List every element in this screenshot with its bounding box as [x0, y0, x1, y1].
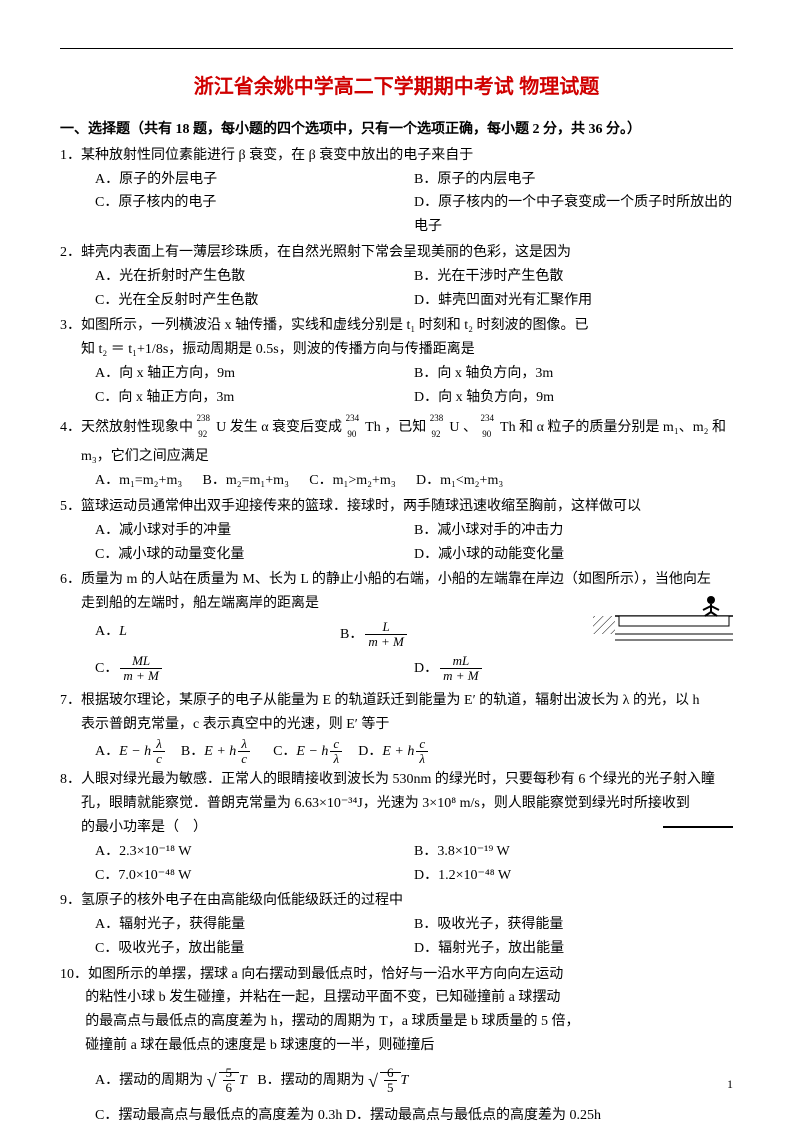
q8-optA: A．2.3×10⁻¹⁸ W: [95, 840, 414, 864]
th234-nuclide: 23490Th: [346, 416, 381, 440]
u238-nuclide-2: 23892U: [430, 416, 460, 440]
q8-optC: C．7.0×10⁻⁴⁸ W: [95, 864, 414, 888]
q6-optB: B．Lm + M: [340, 620, 585, 650]
page-number: 1: [727, 1074, 733, 1094]
question-7: 7．根据玻尔理论，某原子的电子从能量为 E 的轨道跃迁到能量为 E′ 的轨道，辐…: [60, 689, 733, 766]
section-heading: 一、选择题（共有 18 题，每小题的四个选项中，只有一个选项正确，每小题 2 分…: [60, 118, 733, 142]
q3-optD: D．向 x 轴负方向，9m: [414, 386, 733, 410]
q8-stem2: 孔，眼睛就能察觉．普朗克常量为 6.63×10⁻³⁴J，光速为 3×10⁸ m/…: [60, 792, 733, 816]
q10-optA: A．摆动的周期为 √56T: [95, 1073, 250, 1088]
q1-optD: D．原子核内的一个中子衰变成一个质子时所放出的电子: [414, 191, 733, 239]
page-title: 浙江省余姚中学高二下学期期中考试 物理试题: [60, 70, 733, 104]
q10-optD: D．摆动最高点与最低点的高度差为 0.25h: [346, 1108, 601, 1123]
q7-stem1: 7．根据玻尔理论，某原子的电子从能量为 E 的轨道跃迁到能量为 E′ 的轨道，辐…: [60, 689, 733, 713]
q10-stem2: 的粘性小球 b 发生碰撞，并粘在一起，且摆动平面不变，已知碰撞前 a 球摆动: [60, 986, 733, 1010]
top-rule: [60, 48, 733, 49]
q5-optA: A．减小球对手的冲量: [95, 519, 414, 543]
q2-optA: A．光在折射时产生色散: [95, 265, 414, 289]
question-10: 10．如图所示的单摆，摆球 a 向右摆动到最低点时，恰好与一沿水平方向向左运动 …: [60, 963, 733, 1128]
q9-optA: A．辐射光子，获得能量: [95, 913, 414, 937]
q10-stem3: 的最高点与最低点的高度差为 h，摆动的周期为 T，a 球质量是 b 球质量的 5…: [60, 1010, 733, 1034]
q8-stem3: 的最小功率是（ ）: [81, 820, 207, 835]
question-2: 2．蚌壳内表面上有一薄层珍珠质，在自然光照射下常会呈现美丽的色彩，这是因为 A．…: [60, 241, 733, 312]
q6-stem1: 6．质量为 m 的人站在质量为 M、长为 L 的静止小船的右端，小船的左端靠在岸…: [60, 568, 733, 592]
q10-stem1: 10．如图所示的单摆，摆球 a 向右摆动到最低点时，恰好与一沿水平方向向左运动: [60, 963, 733, 987]
q2-optC: C．光在全反射时产生色散: [95, 289, 414, 313]
q7-optB: B．E + hλc: [181, 744, 252, 759]
q4-stem-a: 4．天然放射性现象中: [60, 420, 197, 435]
q1-optA: A．原子的外层电子: [95, 168, 414, 192]
q10-optC: C．摆动最高点与最低点的高度差为 0.3h: [95, 1108, 342, 1123]
boat-figure-icon: [593, 592, 733, 652]
question-4: 4．天然放射性现象中 23892U 发生 α 衰变后变成 23490Th ，已知…: [60, 416, 733, 493]
q3-optB: B．向 x 轴负方向，3m: [414, 362, 733, 386]
q2-stem: 2．蚌壳内表面上有一薄层珍珠质，在自然光照射下常会呈现美丽的色彩，这是因为: [60, 241, 733, 265]
q8-optD: D．1.2×10⁻⁴⁸ W: [414, 864, 733, 888]
q9-optC: C．吸收光子，放出能量: [95, 937, 414, 961]
q8-stem1: 8．人眼对绿光最为敏感．正常人的眼睛接收到波长为 530nm 的绿光时，只要每秒…: [60, 768, 733, 792]
q3-optC: C．向 x 轴正方向，3m: [95, 386, 414, 410]
q7-optA: A．E − hλc: [95, 744, 167, 759]
q9-optB: B．吸收光子，获得能量: [414, 913, 733, 937]
q8-blank-line: [663, 826, 733, 828]
q10-stem4: 碰撞前 a 球在最低点的速度是 b 球速度的一半，则碰撞后: [60, 1034, 733, 1058]
question-6: 6．质量为 m 的人站在质量为 M、长为 L 的静止小船的右端，小船的左端靠在岸…: [60, 568, 733, 687]
q9-stem: 9．氢原子的核外电子在由高能级向低能级跃迁的过程中: [60, 889, 733, 913]
q10-optB: B．摆动的周期为 √65T: [257, 1073, 408, 1088]
q4-stem-e: 和 α 粒子的质量分别是 m₁、m₂ 和: [519, 420, 726, 435]
q9-optD: D．辐射光子，放出能量: [414, 937, 733, 961]
question-9: 9．氢原子的核外电子在由高能级向低能级跃迁的过程中 A．辐射光子，获得能量 B．…: [60, 889, 733, 960]
q5-optC: C．减小球的动量变化量: [95, 543, 414, 567]
question-3: 3．如图所示，一列横波沿 x 轴传播，实线和虚线分别是 t₁ 时刻和 t₂ 时刻…: [60, 314, 733, 409]
q4-stem-b: 发生 α 衰变后变成: [230, 420, 346, 435]
q5-optB: B．减小球对手的冲击力: [414, 519, 733, 543]
question-5: 5．篮球运动员通常伸出双手迎接传来的篮球．接球时，两手随球迅速收缩至胸前，这样做…: [60, 495, 733, 566]
q4-optD: D．m₁<m₂+m₃: [416, 473, 503, 488]
q2-optB: B．光在干涉时产生色散: [414, 265, 733, 289]
q6-optD: D．mLm + M: [414, 654, 733, 684]
q3-stem2: 知 t₂ ＝ t₁+1/8s，振动周期是 0.5s，则波的传播方向与传播距离是: [60, 338, 733, 362]
q4-stem-d: 、: [463, 420, 477, 435]
q4-stem-c: ，已知: [384, 420, 430, 435]
th234-nuclide-2: 23490Th: [480, 416, 515, 440]
q3-optA: A．向 x 轴正方向，9m: [95, 362, 414, 386]
q4-optB: B．m₂=m₁+m₃: [203, 473, 289, 488]
q7-optC: C．E − hcλ: [273, 744, 344, 759]
q4-optA: A．m₁=m₂+m₃: [95, 473, 182, 488]
question-8: 8．人眼对绿光最为敏感．正常人的眼睛接收到波长为 530nm 的绿光时，只要每秒…: [60, 768, 733, 887]
q5-optD: D．减小球的动能变化量: [414, 543, 733, 567]
q7-optD: D．E + hcλ: [358, 744, 430, 759]
q1-stem: 1．某种放射性同位素能进行 β 衰变，在 β 衰变中放出的电子来自于: [60, 144, 733, 168]
q2-optD: D．蚌壳凹面对光有汇聚作用: [414, 289, 733, 313]
q7-stem2: 表示普朗克常量，c 表示真空中的光速，则 E′ 等于: [60, 713, 733, 737]
q4-optC: C．m₁>m₂+m₃: [309, 473, 395, 488]
q1-optC: C．原子核内的电子: [95, 191, 414, 239]
u238-nuclide: 23892U: [197, 416, 227, 440]
q6-optC: C．MLm + M: [95, 654, 414, 684]
question-1: 1．某种放射性同位素能进行 β 衰变，在 β 衰变中放出的电子来自于 A．原子的…: [60, 144, 733, 239]
q3-stem1: 3．如图所示，一列横波沿 x 轴传播，实线和虚线分别是 t₁ 时刻和 t₂ 时刻…: [60, 314, 733, 338]
q1-optB: B．原子的内层电子: [414, 168, 733, 192]
q4-stem-line1: 4．天然放射性现象中 23892U 发生 α 衰变后变成 23490Th ，已知…: [60, 416, 733, 440]
q6-optA: A．L: [95, 620, 340, 650]
q8-optB: B．3.8×10⁻¹⁹ W: [414, 840, 733, 864]
q5-stem: 5．篮球运动员通常伸出双手迎接传来的篮球．接球时，两手随球迅速收缩至胸前，这样做…: [60, 495, 733, 519]
q4-stem2: m₃，它们之间应满足: [60, 445, 733, 469]
